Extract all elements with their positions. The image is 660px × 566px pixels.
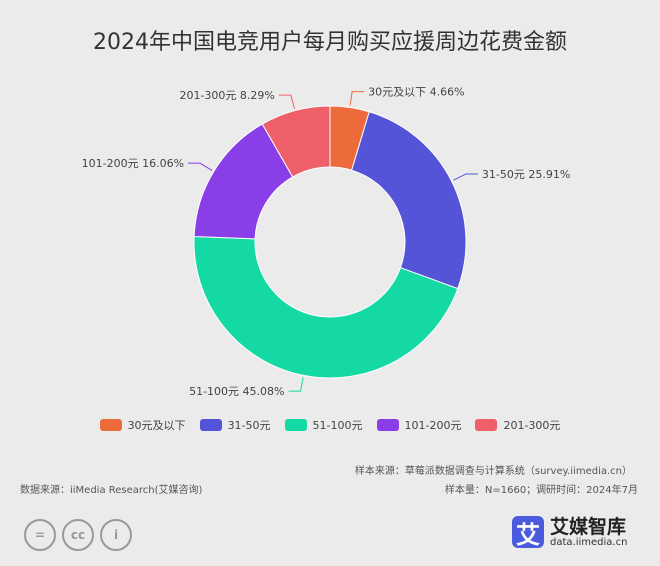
legend-item[interactable]: 51-100元: [284, 417, 363, 433]
legend-swatch: [475, 419, 498, 431]
legend-swatch: [199, 419, 222, 431]
legend-label: 101-200元: [404, 419, 462, 432]
sample-source: 样本来源：草莓派数据调查与计算系统（survey.iimedia.cn）: [354, 466, 632, 477]
slice-label: 31-50元 25.91%: [482, 168, 570, 181]
cc-nd-icon: =: [24, 519, 56, 551]
legend-label: 51-100元: [312, 419, 363, 432]
legend-label: 31-50元: [227, 419, 271, 432]
slice-label: 51-100元 45.08%: [189, 385, 284, 398]
legend-item[interactable]: 101-200元: [376, 417, 462, 433]
cc-icon: cc: [62, 519, 94, 551]
sample-info: 样本量：N=1660；调研时间：2024年7月: [444, 485, 638, 496]
slice-label: 101-200元 16.06%: [82, 157, 184, 170]
leader-line: [349, 91, 365, 106]
legend-item[interactable]: 201-300元: [475, 417, 560, 433]
donut-slice[interactable]: [351, 111, 467, 290]
legend-swatch: [99, 419, 122, 431]
leader-line: [188, 162, 213, 171]
legend-swatch: [376, 419, 399, 431]
donut-slice[interactable]: [261, 105, 331, 178]
logo-name: 艾媒智库: [550, 515, 627, 538]
cc-by-icon: i: [100, 519, 132, 551]
donut-chart: 30元及以下 4.66% 31-50元 25.91% 51-100元 45.08% 1…: [82, 86, 571, 398]
leader-line: [453, 173, 478, 181]
slice-label: 201-300元 8.29%: [179, 89, 274, 102]
donut-slice[interactable]: [193, 235, 459, 379]
legend: 30元及以下 31-50元 51-100元 101-200元 201-300元: [0, 417, 660, 433]
data-source: 数据来源：iiMedia Research(艾媒咨询): [20, 485, 203, 496]
iimedia-logo: 艾 艾媒智库 data.iimedia.cn: [512, 515, 628, 549]
cc-license-icons: = cc i: [24, 519, 132, 551]
leader-line: [278, 94, 295, 109]
chart-title: 2024年中国电竞用户每月购买应援周边花费金额: [93, 30, 567, 55]
legend-swatch: [284, 419, 307, 431]
slice-label: 30元及以下 4.66%: [368, 86, 464, 99]
logo-mark: 艾: [512, 516, 544, 549]
legend-item[interactable]: 30元及以下: [99, 417, 186, 433]
legend-label: 30元及以下: [127, 419, 186, 432]
legend-label: 201-300元: [503, 419, 561, 432]
leader-line: [288, 377, 304, 392]
logo-url: data.iimedia.cn: [550, 536, 628, 548]
legend-item[interactable]: 31-50元: [199, 417, 271, 433]
